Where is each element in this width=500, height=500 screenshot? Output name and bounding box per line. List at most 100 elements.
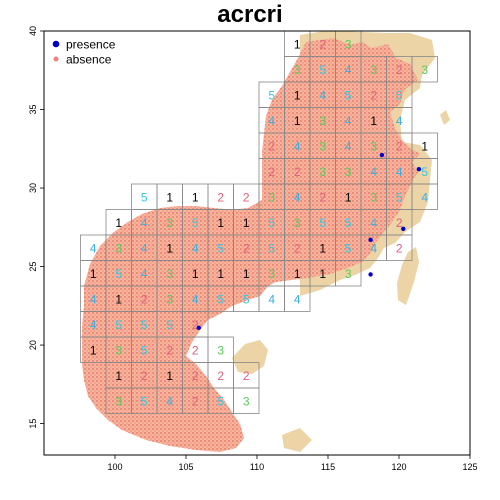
grid-cell-fold-label: 5 (166, 318, 173, 332)
grid-cell-fold-label: 3 (166, 292, 173, 306)
grid-cell-fold-label: 2 (319, 190, 326, 204)
x-axis: 100 105 110 115 120 125 (107, 455, 478, 472)
grid-cell-fold-label: 2 (294, 241, 301, 255)
grid-cell (386, 234, 413, 261)
x-tick-label: 105 (178, 462, 193, 472)
grid-cell-fold-label: 2 (217, 369, 224, 383)
grid-cell-fold-label: 1 (243, 216, 250, 230)
y-tick-label: 15 (28, 419, 38, 429)
grid-cell-fold-label: 4 (90, 241, 97, 255)
grid-cell-fold-label: 1 (294, 88, 301, 102)
grid-cell-fold-label: 5 (115, 267, 122, 281)
grid-cell-fold-label: 4 (396, 114, 403, 128)
grid-cell-fold-label: 2 (192, 369, 199, 383)
grid-cell-fold-label: 4 (268, 114, 275, 128)
grid-cell-fold-label: 2 (243, 369, 250, 383)
grid-cell (233, 387, 260, 414)
grid-cell-fold-label: 5 (396, 190, 403, 204)
grid-cell-fold-label: 3 (319, 139, 326, 153)
grid-cell-fold-label: 5 (141, 190, 148, 204)
grid-cell-fold-label: 2 (396, 63, 403, 77)
grid-cell-fold-label: 5 (421, 165, 428, 179)
grid-cell-fold-label: 2 (396, 216, 403, 230)
grid-cell-fold-label: 5 (345, 216, 352, 230)
presence-point (368, 237, 373, 243)
grid-cell-fold-label: 1 (243, 267, 250, 281)
grid-cell-fold-label: 1 (192, 267, 199, 281)
grid-cell-fold-label: 3 (166, 216, 173, 230)
grid-cell-fold-label: 1 (166, 369, 173, 383)
y-tick-label: 25 (28, 262, 38, 272)
grid-cell-fold-label: 3 (421, 63, 428, 77)
grid-cell-fold-label: 4 (370, 241, 377, 255)
grid-cell-fold-label: 1 (115, 292, 122, 306)
grid-cell-fold-label: 3 (268, 267, 275, 281)
grid-cell (335, 260, 362, 287)
grid-cell-fold-label: 4 (370, 216, 377, 230)
grid-cell-fold-label: 1 (115, 369, 122, 383)
presence-point (401, 226, 406, 232)
grid-cell-fold-label: 4 (345, 63, 352, 77)
grid-cell-fold-label: 1 (319, 267, 326, 281)
legend-presence-marker (52, 40, 60, 48)
legend-presence-label: presence (66, 38, 116, 52)
grid-cell-fold-label: 2 (268, 165, 275, 179)
grid-cell-fold-label: 5 (141, 343, 148, 357)
grid-cell-fold-label: 5 (268, 88, 275, 102)
grid-cell-fold-label: 4 (192, 292, 199, 306)
legend: presence absence (52, 38, 116, 67)
grid-cell (284, 285, 311, 312)
grid-cell-fold-label: 2 (268, 139, 275, 153)
grid-cell-fold-label: 4 (268, 292, 275, 306)
grid-cell-fold-label: 2 (217, 190, 224, 204)
grid-cell-fold-label: 1 (90, 343, 97, 357)
grid-cell-fold-label: 2 (192, 318, 199, 332)
grid-cell-fold-label: 3 (115, 394, 122, 408)
grid-cell-fold-label: 1 (217, 216, 224, 230)
grid-cell-fold-label: 5 (319, 216, 326, 230)
grid-cell-fold-label: 3 (345, 267, 352, 281)
grid-cell-fold-label: 4 (319, 88, 326, 102)
grid-cell-fold-label: 1 (294, 37, 301, 51)
grid-cell-fold-label: 3 (217, 343, 224, 357)
grid-cell-fold-label: 5 (345, 88, 352, 102)
y-axis: 15 20 25 30 35 40 (28, 26, 44, 429)
grid-cell-fold-label: 5 (396, 88, 403, 102)
grid-cell (411, 56, 438, 83)
grid-cell-fold-label: 1 (166, 241, 173, 255)
grid-cell-fold-label: 5 (268, 241, 275, 255)
grid-cell-fold-label: 1 (345, 190, 352, 204)
x-tick-label: 100 (107, 462, 122, 472)
grid-cell-fold-label: 3 (319, 114, 326, 128)
presence-point (379, 152, 385, 158)
presence-points (196, 152, 422, 330)
grid-cell-fold-label: 4 (90, 318, 97, 332)
grid-cell-fold-label: 5 (115, 318, 122, 332)
grid-cell-fold-label: 3 (294, 63, 301, 77)
grid-cell-fold-label: 4 (141, 267, 148, 281)
grid-cell (411, 183, 438, 210)
grid-cell-fold-label: 5 (243, 292, 250, 306)
grid-cell-fold-label: 4 (396, 165, 403, 179)
grid-cell-fold-label: 3 (166, 267, 173, 281)
grid-cell-fold-label: 4 (141, 216, 148, 230)
grid-cell-fold-label: 3 (370, 63, 377, 77)
grid-cell-fold-label: 2 (294, 165, 301, 179)
y-tick-label: 30 (28, 183, 38, 193)
grid-cell-fold-label: 3 (370, 190, 377, 204)
grid-cell-fold-label: 1 (192, 190, 199, 204)
grid-cell-fold-label: 1 (370, 114, 377, 128)
grid-cell-fold-label: 4 (370, 165, 377, 179)
grid-cell-fold-label: 4 (166, 394, 173, 408)
grid-cell-fold-label: 2 (396, 139, 403, 153)
land-hainan (232, 340, 268, 374)
grid-cell-fold-label: 1 (421, 139, 428, 153)
grid-cell-fold-label: 5 (141, 318, 148, 332)
land-island-ne (440, 110, 450, 125)
x-tick-label: 125 (462, 462, 477, 472)
y-tick-label: 35 (28, 105, 38, 115)
fold-grid: 1 2 3 3 5 4 3 2 3 5 1 4 5 2 5 4 1 3 4 1 4 2 4 3 4 3 2 1 2 2 3 3 4 4 5 5 1 1 2 2… (80, 31, 438, 414)
grid-cell-fold-label: 1 (115, 216, 122, 230)
presence-point (196, 325, 201, 330)
grid-cell-fold-label: 1 (217, 267, 224, 281)
